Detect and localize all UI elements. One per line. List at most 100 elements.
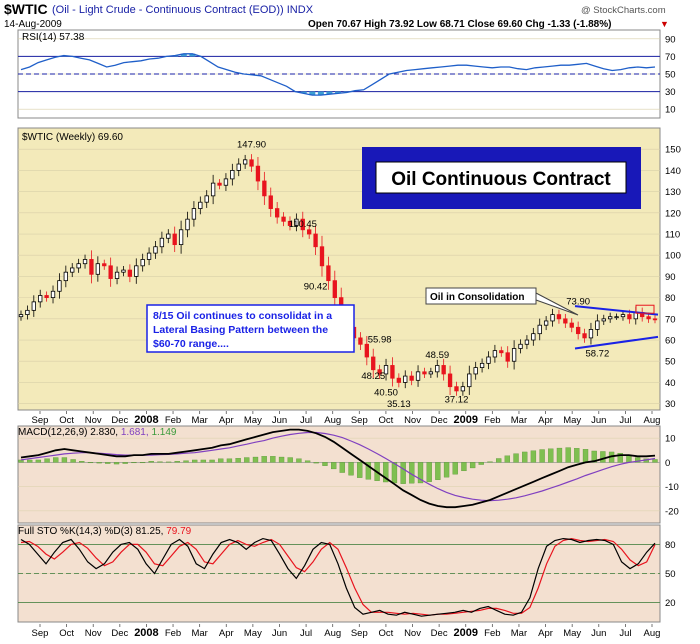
macd-tick-label: -20: [665, 506, 679, 517]
rsi-tick-label: 50: [665, 70, 676, 81]
note-line-1: 8/15 Oil continues to consolidat in a: [153, 310, 332, 322]
price-annotation: 55.98: [368, 335, 392, 346]
price-candle: [57, 280, 62, 292]
price-tick-label: 110: [665, 230, 680, 241]
month-label: Nov: [404, 415, 421, 426]
month-label: Dec: [431, 628, 448, 639]
macd-histogram-bar: [452, 462, 458, 475]
month-label: 2009: [453, 627, 477, 639]
macd-histogram-bar: [174, 461, 180, 463]
macd-histogram-bar: [157, 461, 163, 463]
price-candle: [217, 182, 222, 186]
chg-down-icon: ▼: [660, 19, 669, 29]
price-candle: [319, 246, 325, 267]
last-price-marker: [635, 304, 655, 314]
price-candle: [595, 320, 600, 330]
price-candle: [652, 318, 658, 321]
price-candle: [409, 375, 414, 381]
month-label: Mar: [511, 628, 527, 639]
price-tick-label: 30: [665, 399, 676, 410]
macd-histogram-bar: [226, 458, 233, 463]
price-tick-label: 50: [665, 357, 676, 368]
macd-histogram-bar: [261, 456, 267, 463]
rsi-panel: 10 30 50 70 90: [17, 29, 676, 119]
month-label: Jul: [300, 415, 312, 426]
month-label: May: [563, 628, 581, 639]
macd-histogram-bar: [322, 462, 328, 466]
price-candle: [396, 377, 401, 383]
price-tick-label: 40: [665, 378, 676, 389]
month-axis-top: Sep Oct Nov Dec 2008 Feb Mar Apr May Jun Jul Aug Sep…: [32, 411, 660, 426]
price-candle: [454, 386, 459, 392]
month-label: Nov: [404, 628, 421, 639]
month-label: Mar: [511, 415, 527, 426]
price-candle: [537, 324, 542, 335]
month-label: Mar: [191, 415, 207, 426]
price-candle: [627, 314, 632, 320]
macd-histogram-bar: [426, 462, 432, 482]
macd-histogram-bar: [96, 462, 102, 464]
svg-text:MACD(12,26,9) 2.830, 1.681, 1.: MACD(12,26,9) 2.830, 1.681, 1.149: [18, 427, 177, 438]
macd-histogram-bar: [235, 458, 241, 463]
month-axis-bottom: Sep Oct Nov Dec 2008 Feb Mar Apr May Jun Jul Aug Sep…: [32, 624, 661, 639]
price-candle: [313, 233, 318, 248]
price-candle: [563, 318, 568, 324]
price-candle: [102, 263, 107, 267]
macd-histogram-bar: [522, 451, 528, 463]
macd-histogram-bar: [417, 462, 424, 484]
macd-value: 2.830,: [90, 427, 118, 438]
macd-histogram-bar: [582, 449, 589, 463]
price-annotation: 37.12: [445, 395, 469, 406]
month-label: Aug: [644, 628, 661, 639]
rsi-tick-label: 70: [665, 52, 676, 63]
macd-histogram-bar: [478, 462, 484, 465]
hist-value: 1.149: [151, 427, 176, 438]
macd-histogram-bar: [105, 462, 111, 464]
macd-histogram-bar: [122, 462, 128, 464]
price-tick-label: 70: [665, 314, 676, 325]
macd-histogram-bar: [400, 462, 406, 484]
macd-histogram-bar: [70, 459, 76, 463]
macd-histogram-bar: [313, 462, 319, 464]
price-candle: [18, 314, 24, 318]
title-box-text: Oil Continuous Contract: [391, 169, 611, 190]
macd-histogram-bar: [652, 459, 658, 463]
month-label: Feb: [484, 628, 500, 639]
macd-title: MACD(12,26,9) 2.830, 1.681, 1.149: [18, 427, 177, 438]
price-candle: [114, 271, 120, 279]
price-candle: [332, 280, 337, 299]
price-candle: [262, 180, 267, 197]
price-candle: [275, 208, 280, 218]
price-candle: [134, 265, 139, 277]
macd-histogram-bar: [617, 453, 623, 463]
macd-histogram-bar: [461, 462, 467, 472]
macd-histogram-bar: [296, 458, 302, 463]
note-box: 8/15 Oil continues to consolidat in a La…: [146, 304, 355, 353]
price-candle: [364, 343, 369, 358]
month-label: May: [563, 415, 581, 426]
price-candle: [82, 259, 88, 265]
macd-histogram-bar: [548, 448, 554, 463]
price-candle: [89, 259, 94, 275]
sto-title: Full STO %K(14,3) %D(3) 81.25, 79.79: [18, 526, 192, 537]
svg-text:Full STO %K(14,3) %D(3) 81.25,: Full STO %K(14,3) %D(3) 81.25, 79.79: [18, 526, 192, 537]
sto-k-value: 81.25,: [136, 526, 164, 537]
month-label: Aug: [324, 628, 341, 639]
macd-tick-label: 10: [665, 434, 676, 445]
price-candle: [531, 333, 536, 341]
month-label: Feb: [165, 415, 181, 426]
price-candle: [575, 326, 581, 335]
month-label: Apr: [538, 415, 553, 426]
sto-d-value: 79.79: [166, 526, 191, 537]
price-candle: [646, 316, 651, 320]
macd-histogram-bar: [270, 456, 276, 463]
sto-d-line: [20, 537, 656, 616]
price-candle: [300, 218, 305, 231]
macd-histogram-bar: [183, 460, 189, 463]
macd-histogram-bar: [365, 462, 372, 480]
price-candle: [511, 348, 517, 362]
consolidation-text: Oil in Consolidation: [430, 292, 524, 303]
price-candle: [44, 295, 49, 299]
price-candle: [166, 233, 171, 239]
